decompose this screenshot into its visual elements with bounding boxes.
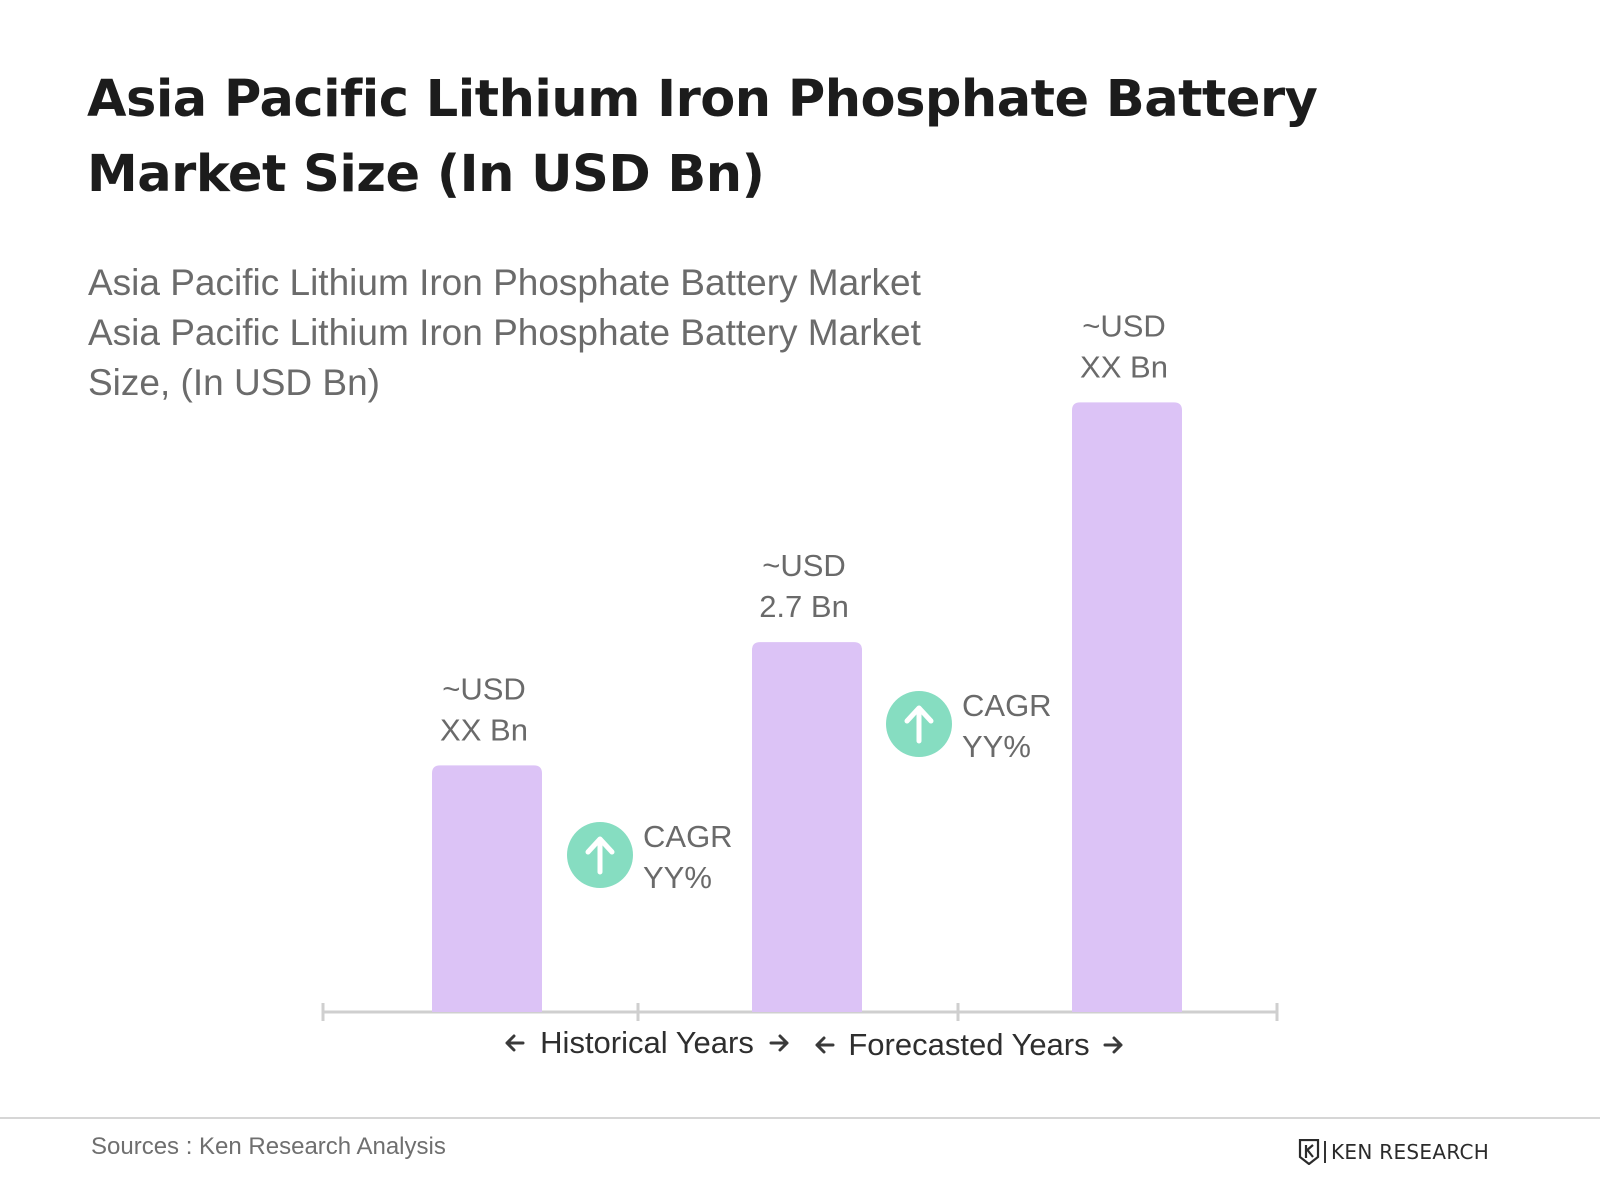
bar (752, 642, 862, 1012)
logo-separator (1324, 1141, 1326, 1163)
bar (1072, 402, 1182, 1013)
ken-research-logo-icon (1298, 1139, 1320, 1165)
arrow-right-icon (769, 1034, 789, 1052)
bar (432, 765, 542, 1012)
page-title: Asia Pacific Lithium Iron Phosphate Batt… (87, 70, 1318, 204)
bar-chart: ~USD XX Bn ~USD 2.7 Bn ~USD XX Bn CAGR YY% CAGR Y… (321, 308, 1279, 1062)
arrow-up-glyph (904, 705, 934, 744)
period-label: Historical Years (540, 1025, 754, 1060)
subtitle-line: Size, (In USD Bn) (88, 362, 380, 403)
bar-value-label: ~USD (1082, 308, 1166, 343)
subtitle-line: Asia Pacific Lithium Iron Phosphate Batt… (88, 312, 921, 353)
bar-value-label: ~USD (442, 671, 526, 706)
cagr-label: CAGR (643, 819, 733, 854)
period-label: Forecasted Years (848, 1027, 1089, 1062)
footer-divider (0, 1117, 1600, 1119)
cagr-value: YY% (643, 860, 712, 895)
cagr-value: YY% (962, 729, 1031, 764)
brand-logo: KEN RESEARCH (1298, 1137, 1489, 1167)
arrow-left-icon (505, 1034, 525, 1052)
logo-text: KEN RESEARCH (1331, 1140, 1490, 1164)
bar-value-label: 2.7 Bn (759, 589, 849, 624)
subtitle-line: Asia Pacific Lithium Iron Phosphate Batt… (88, 262, 921, 303)
bar-value-label: XX Bn (440, 712, 528, 747)
arrow-left-icon (815, 1036, 835, 1054)
source-note: Sources : Ken Research Analysis (91, 1133, 446, 1160)
arrow-right-icon (1103, 1036, 1123, 1054)
chart-subtitle: Asia Pacific Lithium Iron Phosphate Batt… (88, 258, 968, 408)
bar-value-label: XX Bn (1080, 349, 1168, 384)
arrow-up-glyph (585, 836, 615, 875)
bar-value-label: ~USD (762, 548, 846, 583)
cagr-label: CAGR (962, 688, 1052, 723)
